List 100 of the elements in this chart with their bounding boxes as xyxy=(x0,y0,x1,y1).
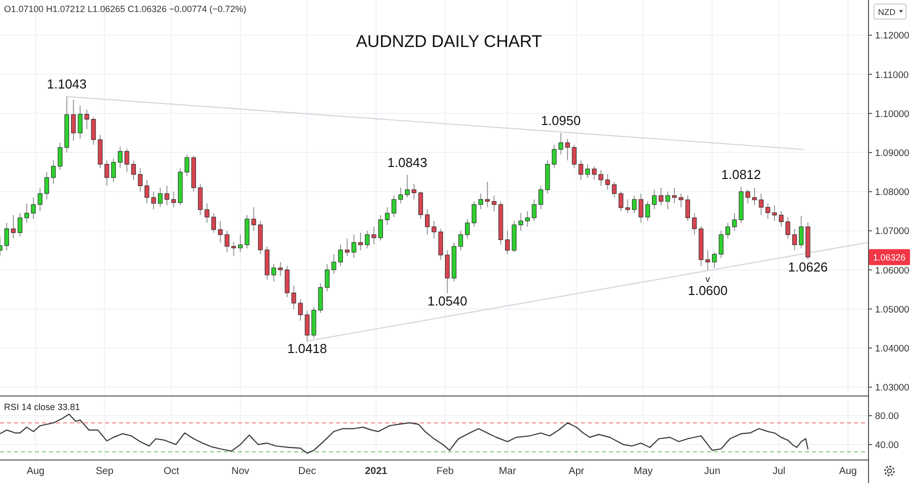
candlestick xyxy=(332,254,336,274)
chart-title: RSI 14 close 33.81 xyxy=(4,402,80,412)
candlestick xyxy=(552,144,557,169)
annotation: 1.0626 xyxy=(788,260,828,275)
x-tick-label: Aug xyxy=(26,466,45,477)
candlestick xyxy=(538,185,544,210)
candlestick xyxy=(364,230,370,249)
candlestick xyxy=(324,263,330,292)
annotation: 1.1043 xyxy=(46,76,87,92)
candlestick xyxy=(404,174,410,198)
candlestick xyxy=(445,250,450,294)
candlestick xyxy=(798,215,804,249)
x-tick-label: 2021 xyxy=(365,466,388,477)
y-tick-label: 1.12000 xyxy=(875,30,910,42)
candlestick xyxy=(198,183,203,216)
candlestick xyxy=(458,230,464,251)
candlestick xyxy=(432,220,436,240)
candlestick xyxy=(725,222,730,240)
candlestick xyxy=(685,195,690,222)
y-tick-label: 1.04000 xyxy=(875,344,910,355)
candlestick xyxy=(338,244,343,266)
candlestick xyxy=(745,189,750,204)
y-tick-label: 1.03000 xyxy=(875,382,910,394)
candlestick xyxy=(665,191,670,210)
candlestick xyxy=(412,183,416,200)
y-tick-label: 1.05000 xyxy=(875,304,910,316)
candlestick xyxy=(438,228,443,261)
candlestick xyxy=(772,204,777,222)
candlestick xyxy=(18,212,22,238)
y-tick-label: 1.09000 xyxy=(875,148,910,160)
candlestick xyxy=(344,238,350,257)
y-tick-label: 1.10000 xyxy=(875,108,910,120)
candlestick xyxy=(111,158,116,182)
annotation: 1.0600 xyxy=(688,282,728,298)
candlestick xyxy=(418,191,423,220)
x-tick-label: Oct xyxy=(164,466,180,477)
candlestick xyxy=(778,210,784,228)
annotation: 1.0812 xyxy=(721,166,762,182)
text: 1.06326 xyxy=(873,252,906,263)
x-tick-label: Apr xyxy=(568,466,585,477)
candlestick xyxy=(11,214,16,240)
annotation: O1.07100 H1.07212 L1.06265 C1.06326 −0.00774 (−0.72%) xyxy=(4,4,246,14)
candlestick xyxy=(224,230,230,253)
candlestick xyxy=(638,193,644,224)
annotation: 1.0540 xyxy=(427,293,468,308)
candlestick xyxy=(478,193,484,210)
candlestick xyxy=(518,212,524,232)
candlestick xyxy=(612,181,617,198)
candlestick xyxy=(592,166,597,180)
x-tick-label: Jun xyxy=(704,466,720,477)
candlestick xyxy=(652,189,657,210)
candlestick xyxy=(291,284,296,310)
candlestick xyxy=(118,146,123,169)
x-tick-label: Jul xyxy=(772,466,786,477)
candlestick xyxy=(91,116,96,146)
candlestick xyxy=(752,187,757,206)
candlestick xyxy=(318,283,323,314)
x-tick-label: Mar xyxy=(498,466,517,477)
x-tick-label: Aug xyxy=(839,466,857,477)
candlestick xyxy=(204,202,210,224)
line-series xyxy=(0,414,808,454)
candlestick xyxy=(384,206,390,226)
annotation: 1.0950 xyxy=(540,112,581,128)
candlestick xyxy=(211,212,216,234)
candlestick xyxy=(218,220,223,243)
y-tick-label: 1.08000 xyxy=(875,187,910,198)
y-tick-label: 40.00 xyxy=(875,440,899,452)
candlestick xyxy=(138,168,143,192)
y-tick-label: 1.07000 xyxy=(875,226,910,238)
candlestick xyxy=(425,208,430,236)
x-tick-label: Sep xyxy=(96,466,114,477)
annotation: 1.0843 xyxy=(387,154,428,170)
annotation: v xyxy=(706,274,711,284)
candlestick xyxy=(84,109,90,130)
candlestick xyxy=(645,200,650,222)
candlestick xyxy=(525,210,530,228)
candlestick xyxy=(158,187,163,208)
candlestick xyxy=(24,202,30,224)
candlestick xyxy=(758,193,764,216)
candlestick xyxy=(766,202,770,220)
candlestick xyxy=(572,144,577,169)
candlestick xyxy=(104,160,110,186)
x-tick-label: Nov xyxy=(231,466,250,477)
candlestick xyxy=(632,195,637,214)
x-tick-label: Feb xyxy=(436,466,454,477)
y-tick-label: 1.11000 xyxy=(875,70,909,81)
candlestick xyxy=(44,172,50,200)
candlestick xyxy=(705,250,710,270)
candlestick xyxy=(231,241,236,257)
annotation: 1.0418 xyxy=(287,341,328,356)
candlestick xyxy=(251,206,256,232)
y-tick-label: 80.00 xyxy=(875,411,899,422)
x-tick-label: May xyxy=(634,466,653,477)
text: NZD xyxy=(878,7,896,17)
text: AUDNZD DAILY CHART xyxy=(356,32,542,51)
candlestick xyxy=(532,198,536,222)
y-tick-label: 1.06000 xyxy=(875,265,910,276)
x-tick-label: Dec xyxy=(298,466,316,477)
candlestick xyxy=(658,187,664,206)
candlestick xyxy=(4,222,9,251)
